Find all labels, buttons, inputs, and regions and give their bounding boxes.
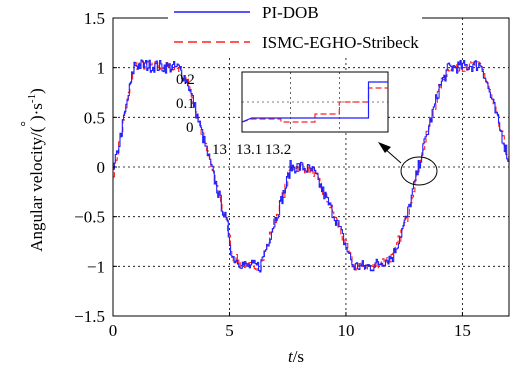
- y-tick-label: 0.5: [84, 108, 105, 127]
- legend: PI-DOB ISMC-EGHO-Stribeck: [168, 0, 422, 56]
- legend-label-ismc: ISMC-EGHO-Stribeck: [262, 33, 419, 52]
- legend-background: [168, 0, 422, 56]
- x-tick-label: 15: [454, 321, 471, 340]
- inset-zoom: 0.2 0.1 0 13 13.1 13.2: [176, 71, 389, 158]
- y-tick-label: −1.5: [74, 307, 105, 326]
- y-tick-label: 1: [97, 59, 106, 78]
- inset-ytick-0: 0: [186, 120, 194, 136]
- zoom-region-ellipse: [400, 156, 438, 186]
- inset-xtick-13.1: 13.1: [236, 142, 262, 158]
- legend-label-pi-dob: PI-DOB: [262, 3, 319, 22]
- inset-line-pi-dob: [241, 81, 388, 123]
- x-axis-label-unit: /s: [293, 347, 304, 366]
- y-axis-label-degree: °: [19, 121, 34, 127]
- inset-ytick-0.2: 0.2: [176, 72, 195, 88]
- x-tick-label: 5: [225, 321, 234, 340]
- inset-xtick-13: 13: [212, 142, 227, 158]
- y-tick-label: 0: [97, 158, 106, 177]
- series-line-pi-dob: [113, 59, 510, 273]
- y-axis-label-exponent: -1: [26, 94, 38, 103]
- y-axis-label-close: ): [27, 88, 46, 94]
- x-axis-label-symbol: t: [288, 347, 294, 366]
- x-tick-label: 0: [109, 321, 118, 340]
- y-axis-label: Angular velocity/(°)·s-1): [19, 88, 46, 252]
- y-tick-label: −0.5: [74, 208, 105, 227]
- y-tick-label: −1: [87, 257, 105, 276]
- y-tick-label: 1.5: [84, 9, 105, 28]
- series-curves: [113, 59, 510, 273]
- axis-ticks: 0 5 10 15 −1.5 −1 −0.5 0 0.5 1 1.5: [74, 9, 471, 340]
- zoom-arrow-head: [378, 142, 391, 153]
- y-axis-label-main: Angular velocity/(: [27, 126, 46, 251]
- y-axis-label-unit: )·s: [27, 103, 46, 121]
- inset-curves: [241, 81, 388, 123]
- grid-lines: [113, 18, 509, 316]
- inset-ytick-0.1: 0.1: [176, 96, 195, 112]
- x-tick-label: 10: [337, 321, 354, 340]
- x-axis-label: t/s: [288, 347, 304, 366]
- inset-xtick-13.2: 13.2: [265, 142, 291, 158]
